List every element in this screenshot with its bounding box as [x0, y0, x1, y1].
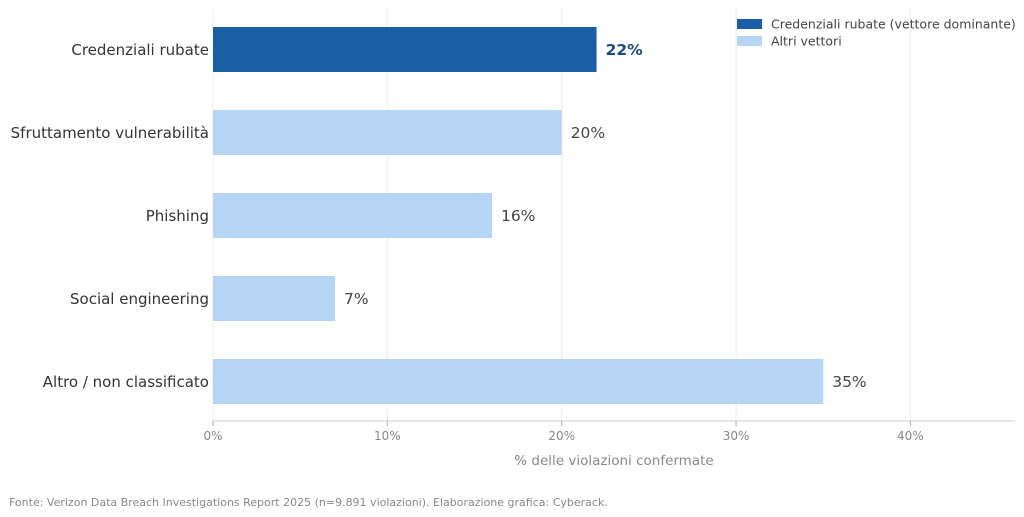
- bar-2: [213, 110, 562, 155]
- category-label: Sfruttamento vulnerabilità: [11, 124, 209, 142]
- x-tick-label: 0%: [203, 429, 222, 443]
- legend-swatch: [737, 19, 762, 29]
- bar-4: [213, 276, 336, 321]
- category-label: Social engineering: [70, 290, 209, 308]
- legend-entry: Altri vettori: [771, 34, 842, 49]
- category-label: Phishing: [146, 207, 209, 225]
- x-axis: 0% 10% 20% 30% 40%: [203, 420, 1015, 443]
- x-tick-label: 30%: [723, 429, 750, 443]
- category-label: Altro / non classificato: [43, 373, 209, 391]
- data-label: 22%: [606, 41, 644, 59]
- data-labels: 22% 20% 16% 7% 35%: [344, 41, 867, 391]
- category-labels: Credenziali rubate Sfruttamento vulnerabi…: [11, 41, 209, 391]
- x-tick-label: 10%: [374, 429, 401, 443]
- source-note: Fonte: Verizon Data Breach Investigation…: [9, 496, 608, 509]
- grid-layer: [212, 8, 911, 421]
- bar-5: [213, 359, 824, 404]
- legend-entry: Credenziali rubate (vettore dominante): [771, 17, 1016, 32]
- data-label: 35%: [832, 373, 866, 391]
- data-label: 20%: [571, 124, 605, 142]
- bars-layer: [213, 27, 824, 404]
- x-axis-label: % delle violazioni confermate: [514, 453, 713, 469]
- bar-3: [213, 193, 492, 238]
- x-tick-label: 40%: [897, 429, 924, 443]
- data-label: 16%: [501, 207, 535, 225]
- data-label: 7%: [344, 290, 369, 308]
- bar-1: [213, 27, 597, 72]
- legend: Credenziali rubate (vettore dominante) Al…: [737, 17, 1016, 49]
- legend-swatch: [737, 36, 762, 46]
- category-label: Credenziali rubate: [71, 41, 209, 59]
- x-tick-label: 20%: [548, 429, 575, 443]
